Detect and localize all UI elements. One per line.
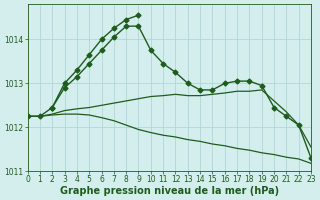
- X-axis label: Graphe pression niveau de la mer (hPa): Graphe pression niveau de la mer (hPa): [60, 186, 279, 196]
